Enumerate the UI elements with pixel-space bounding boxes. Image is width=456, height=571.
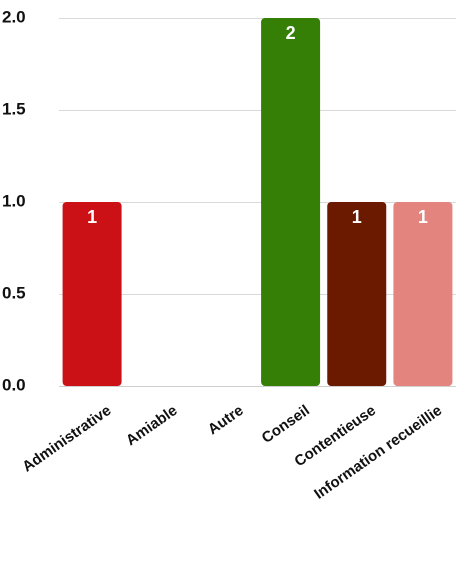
grid bbox=[59, 18, 456, 387]
x-tick-label: Information recueillie bbox=[311, 402, 445, 503]
bar bbox=[62, 202, 122, 386]
y-tick-label: 2.0 bbox=[2, 7, 26, 26]
y-tick-label: 1.5 bbox=[2, 99, 26, 118]
bar bbox=[261, 18, 321, 386]
x-tick-label: Autre bbox=[205, 402, 247, 438]
bars bbox=[62, 18, 453, 386]
y-tick-label: 0.0 bbox=[2, 375, 26, 394]
data-label: 1 bbox=[352, 207, 362, 227]
bar bbox=[327, 202, 387, 386]
x-tick-label: Conseil bbox=[259, 402, 313, 447]
x-tick-label: Administrative bbox=[19, 402, 114, 476]
x-tick-label: Amiable bbox=[123, 402, 181, 449]
data-label: 2 bbox=[286, 23, 296, 43]
x-axis: Administrative Amiable Autre ConseilContent… bbox=[19, 402, 445, 503]
y-axis: 0.0 0.5 1.0 1.5 2.0 bbox=[2, 7, 26, 394]
y-tick-label: 1.0 bbox=[2, 191, 26, 210]
bar bbox=[393, 202, 453, 386]
data-labels: 1 2 1 1 bbox=[87, 23, 428, 227]
y-tick-label: 0.5 bbox=[2, 283, 26, 302]
data-label: 1 bbox=[87, 207, 97, 227]
data-label: 1 bbox=[418, 207, 428, 227]
